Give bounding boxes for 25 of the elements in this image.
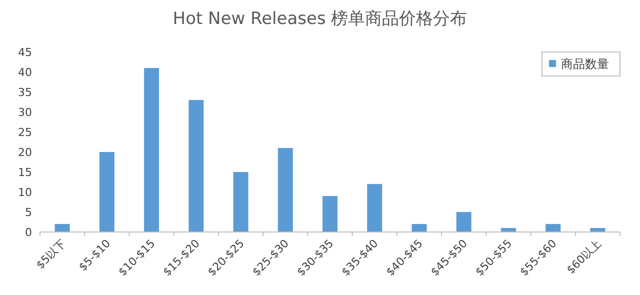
chart-title: Hot New Releases 榜单商品价格分布 — [172, 9, 468, 29]
bar — [367, 184, 382, 232]
x-tick-label: $5以下 — [34, 236, 68, 272]
x-tick-label: $60以上 — [564, 236, 604, 277]
bar — [144, 68, 160, 232]
bar — [233, 172, 248, 232]
bar — [546, 224, 561, 232]
y-tick-label: 20 — [18, 146, 32, 159]
y-tick-label: 35 — [18, 86, 32, 99]
y-tick-label: 45 — [18, 46, 32, 59]
y-tick-label: 40 — [18, 66, 32, 79]
bar — [54, 224, 70, 232]
y-tick-label: 5 — [25, 206, 32, 219]
y-tick-label: 30 — [18, 106, 32, 119]
y-tick-label: 15 — [18, 166, 32, 179]
bar — [412, 224, 427, 232]
y-tick-label: 0 — [25, 226, 32, 239]
y-tick-label: 10 — [18, 186, 32, 199]
y-tick-label: 25 — [18, 126, 32, 139]
bar — [456, 212, 472, 232]
legend-label: 商品数量 — [561, 57, 609, 71]
bar — [188, 100, 204, 232]
bar — [322, 196, 338, 232]
bar — [99, 152, 114, 232]
bar — [278, 148, 293, 232]
